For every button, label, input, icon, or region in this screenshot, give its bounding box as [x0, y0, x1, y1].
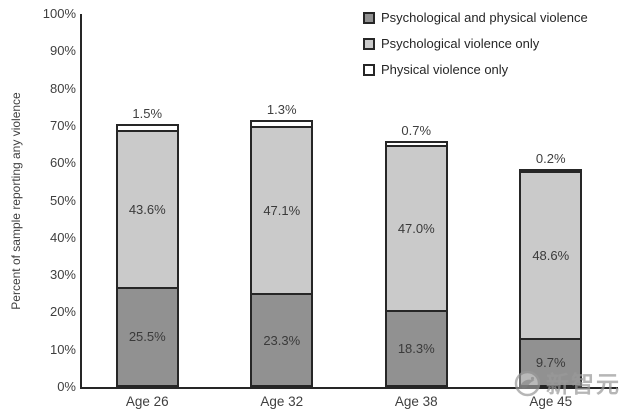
legend-swatch: [363, 63, 375, 76]
x-tick-label: Age 45: [529, 394, 573, 409]
y-tick-label: 70%: [49, 117, 76, 133]
y-tick-label: 40%: [49, 229, 76, 245]
bar-segment: 25.5%: [117, 286, 177, 385]
legend-item: Psychological and physical violence: [363, 10, 588, 25]
segment-value-label: 43.6%: [128, 202, 166, 218]
legend: Psychological and physical violence Psych…: [363, 10, 588, 88]
y-tick-label: 80%: [49, 80, 76, 96]
y-tick-label: 20%: [49, 304, 76, 320]
bar-segment: 9.7%: [521, 338, 581, 385]
y-tick-label: 30%: [49, 267, 76, 283]
bar-age-32: 1.3% 47.1% 23.3%: [250, 102, 314, 387]
segment-value-label: 9.7%: [535, 355, 566, 371]
bar-age-38: 0.7% 47.0% 18.3%: [384, 123, 448, 387]
legend-label: Psychological violence only: [381, 36, 540, 51]
segment-value-label: 47.1%: [263, 203, 301, 219]
bar-segment: 23.3%: [252, 293, 312, 385]
bar-segment: 43.6%: [117, 130, 177, 287]
x-axis-line: [80, 387, 618, 389]
above-bar-value-label: 1.5%: [132, 105, 163, 121]
above-bar-value-label: 0.2%: [535, 150, 566, 166]
x-tick-label: Age 32: [260, 394, 304, 409]
legend-label: Psychological and physical violence: [381, 10, 588, 25]
bar-age-26: 1.5% 43.6% 25.5%: [115, 106, 179, 387]
y-tick-label: 50%: [49, 192, 76, 208]
bar-segment: 47.0%: [386, 145, 446, 311]
segment-value-label: 23.3%: [263, 332, 301, 348]
y-axis-line: [80, 14, 82, 389]
x-tick-label: Age 26: [125, 394, 169, 409]
bar-segment: [252, 121, 312, 126]
xinzhiyuan-logo-icon: [514, 370, 541, 397]
bar-age-45: 0.2% 48.6% 9.7%: [519, 151, 583, 387]
bar-segment: [521, 170, 581, 172]
segment-value-label: 48.6%: [532, 248, 570, 264]
bar-segment: 47.1%: [252, 125, 312, 294]
segment-value-label: 25.5%: [128, 329, 166, 345]
legend-label: Physical violence only: [381, 62, 509, 77]
watermark-text: 新智元: [546, 370, 621, 397]
legend-swatch: [363, 37, 375, 50]
x-tick-label: Age 38: [394, 394, 438, 409]
y-tick-label: 60%: [49, 155, 76, 171]
y-tick-label: 90%: [49, 43, 76, 59]
bar-segment: 18.3%: [386, 310, 446, 385]
above-bar-value-label: 1.3%: [266, 101, 297, 117]
legend-item: Physical violence only: [363, 62, 588, 77]
legend-swatch: [363, 11, 375, 24]
above-bar-value-label: 0.7%: [401, 122, 432, 138]
legend-item: Psychological violence only: [363, 36, 588, 51]
segment-value-label: 18.3%: [397, 341, 435, 357]
bar-segment: 48.6%: [521, 171, 581, 339]
watermark: 新智元: [514, 370, 621, 397]
bar-segment: [117, 125, 177, 131]
y-tick-label: 0%: [57, 379, 76, 394]
y-tick-label: 10%: [49, 341, 76, 357]
y-tick-label: 100%: [42, 6, 76, 21]
bar-segment: [386, 142, 446, 146]
segment-value-label: 47.0%: [397, 221, 435, 237]
